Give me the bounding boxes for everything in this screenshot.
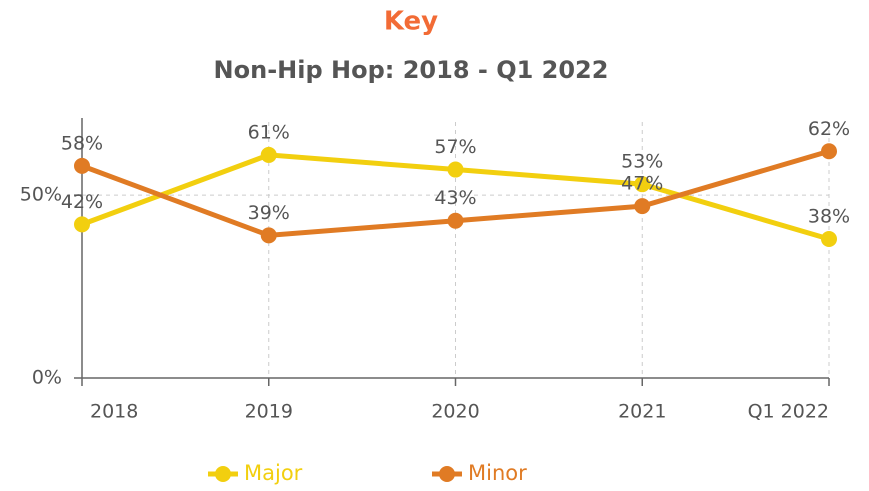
x-tick-label: 2020	[431, 401, 479, 423]
data-label: 47%	[621, 173, 663, 195]
data-label: 38%	[808, 206, 850, 228]
legend-label: Minor	[468, 461, 527, 485]
data-point	[634, 198, 651, 215]
chart-title: Key	[384, 7, 438, 37]
chart-subtitle: Non-Hip Hop: 2018 - Q1 2022	[214, 56, 609, 84]
data-point	[634, 176, 651, 193]
data-label: 61%	[248, 121, 290, 143]
data-label: 39%	[248, 202, 290, 224]
legend-swatch-dot	[215, 466, 231, 482]
legend-label: Major	[244, 461, 303, 485]
y-tick-label: 50%	[20, 184, 62, 206]
data-label: 57%	[434, 136, 476, 158]
data-point	[74, 157, 90, 174]
data-point	[821, 143, 837, 160]
data-label: 62%	[808, 118, 850, 140]
data-point	[821, 231, 837, 248]
data-point	[447, 161, 464, 178]
legend-swatch-dot	[439, 466, 455, 482]
data-point	[74, 216, 90, 233]
data-point	[260, 227, 277, 244]
x-tick-label: 2018	[90, 401, 138, 423]
x-tick-label: Q1 2022	[748, 401, 829, 423]
x-tick-label: 2021	[618, 401, 666, 423]
data-point	[447, 212, 464, 229]
data-label: 58%	[61, 132, 103, 154]
y-tick-label: 0%	[32, 367, 62, 389]
x-tick-label: 2019	[245, 401, 293, 423]
data-label: 42%	[61, 191, 103, 213]
data-point	[260, 146, 277, 163]
data-label: 43%	[434, 187, 476, 209]
data-label: 53%	[621, 151, 663, 173]
